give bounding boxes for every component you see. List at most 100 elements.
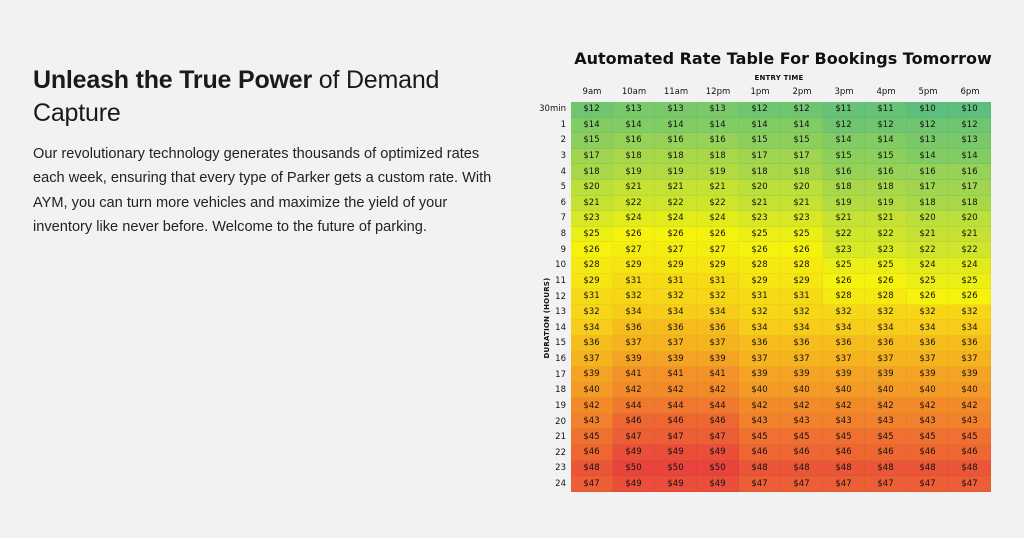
rate-cell: $32	[865, 304, 907, 321]
y-tick-label: 13	[555, 307, 566, 318]
rate-cell: $45	[949, 429, 991, 446]
rate-cell: $46	[823, 445, 865, 461]
rate-cell: $27	[613, 242, 655, 258]
rate-cell: $19	[697, 164, 739, 180]
rate-cell: $45	[739, 429, 781, 446]
rate-cell: $41	[655, 367, 697, 383]
rate-cell: $28	[571, 257, 613, 274]
rate-cell: $46	[781, 445, 823, 461]
rate-cell: $29	[571, 273, 613, 290]
rate-cell: $47	[613, 429, 655, 446]
rate-cell: $18	[739, 164, 781, 180]
rate-cell: $17	[781, 148, 823, 165]
rate-cell: $18	[571, 164, 613, 180]
rate-cell: $23	[739, 211, 781, 227]
rate-cell: $12	[571, 102, 613, 118]
rate-cell: $36	[907, 335, 949, 352]
rate-cell: $14	[697, 117, 739, 134]
rate-cell: $37	[907, 351, 949, 368]
rate-cell: $32	[655, 289, 697, 305]
y-tick-label: 15	[555, 338, 566, 349]
rate-cell: $24	[613, 211, 655, 227]
rate-cell: $42	[571, 398, 613, 414]
rate-cell: $42	[823, 398, 865, 414]
rate-cell: $23	[823, 242, 865, 258]
rate-cell: $40	[949, 382, 991, 399]
rate-cell: $29	[697, 257, 739, 274]
x-tick-label: 5pm	[918, 87, 938, 97]
rate-cell: $48	[781, 460, 823, 477]
rate-cell: $29	[655, 257, 697, 274]
rate-cell: $26	[907, 289, 949, 305]
intro-paragraph: Our revolutionary technology generates t…	[33, 146, 492, 236]
rate-cell: $19	[865, 195, 907, 212]
rate-cell: $49	[655, 476, 697, 492]
rate-cell: $21	[613, 179, 655, 196]
y-tick-label: 1	[560, 119, 566, 130]
rate-cell: $47	[781, 476, 823, 492]
rate-cell: $48	[907, 460, 949, 477]
rate-cell: $44	[697, 398, 739, 414]
rate-cell: $16	[655, 133, 697, 149]
rate-cell: $47	[907, 476, 949, 492]
x-tick-label: 6pm	[960, 87, 980, 97]
rate-cell: $26	[739, 242, 781, 258]
y-tick-label: 10	[555, 260, 566, 271]
x-tick-label: 1pm	[750, 87, 770, 97]
rate-cell: $21	[739, 195, 781, 212]
rate-cell: $21	[907, 226, 949, 243]
rate-cell: $20	[907, 211, 949, 227]
rate-cell: $44	[613, 398, 655, 414]
rate-cell: $12	[907, 117, 949, 134]
rate-cell: $19	[823, 195, 865, 212]
rate-cell: $40	[571, 382, 613, 399]
rate-cell: $28	[865, 289, 907, 305]
rate-cell: $47	[865, 476, 907, 492]
rate-cell: $14	[907, 148, 949, 165]
rate-cell: $41	[697, 367, 739, 383]
rate-cell: $37	[823, 351, 865, 368]
rate-cell: $12	[865, 117, 907, 134]
rate-cell: $40	[865, 382, 907, 399]
rate-cell: $25	[907, 273, 949, 290]
rate-cell: $50	[613, 460, 655, 477]
rate-cell: $45	[823, 429, 865, 446]
rate-cell: $20	[571, 179, 613, 196]
rate-cell: $18	[613, 148, 655, 165]
rate-cell: $46	[739, 445, 781, 461]
rate-cell: $46	[865, 445, 907, 461]
rate-cell: $12	[739, 102, 781, 118]
rate-cell: $50	[655, 460, 697, 477]
rate-cell: $26	[949, 289, 991, 305]
rate-cell: $39	[571, 367, 613, 383]
rate-cell: $41	[613, 367, 655, 383]
rate-cell: $43	[781, 413, 823, 430]
rate-cell: $13	[655, 102, 697, 118]
rate-cell: $25	[571, 226, 613, 243]
rate-cell: $47	[739, 476, 781, 492]
rate-cell: $37	[781, 351, 823, 368]
rate-cell: $43	[571, 413, 613, 430]
rate-cell: $16	[865, 164, 907, 180]
rate-cell: $27	[655, 242, 697, 258]
y-tick-label: 3	[560, 150, 566, 161]
rate-cell: $18	[697, 148, 739, 165]
rate-cell: $24	[949, 257, 991, 274]
x-axis-label: ENTRY TIME	[754, 74, 804, 82]
rate-cell: $31	[697, 273, 739, 290]
rate-cell: $22	[655, 195, 697, 212]
rate-cell: $23	[781, 211, 823, 227]
rate-cell: $31	[571, 289, 613, 305]
y-tick-label: 21	[555, 432, 566, 443]
rate-cell: $39	[739, 367, 781, 383]
rate-cell: $25	[865, 257, 907, 274]
rate-cell: $42	[865, 398, 907, 414]
rate-cell: $12	[949, 117, 991, 134]
rate-cell: $22	[823, 226, 865, 243]
x-tick-label: 3pm	[834, 87, 854, 97]
rate-cell: $24	[907, 257, 949, 274]
rate-cell: $32	[823, 304, 865, 321]
rate-cell: $46	[613, 413, 655, 430]
x-tick-label: 9am	[582, 87, 602, 97]
rate-cell: $42	[949, 398, 991, 414]
